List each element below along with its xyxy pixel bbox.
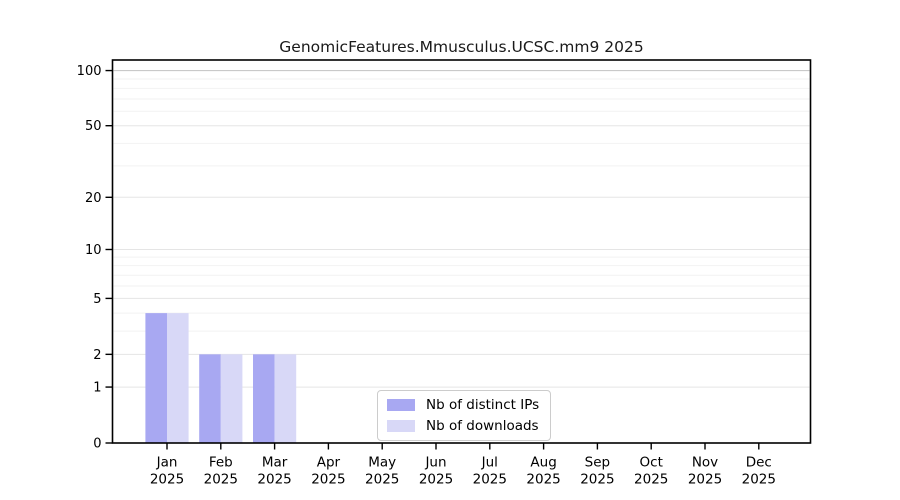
x-tick-label-year: 2025	[365, 472, 399, 488]
bar-downloads	[167, 313, 189, 443]
bar-distinct-ips	[199, 354, 221, 443]
bar-distinct-ips	[253, 354, 275, 443]
x-tick-label-year: 2025	[526, 472, 560, 488]
x-tick-label-month: Apr	[317, 455, 341, 471]
x-tick-label-month: Mar	[262, 455, 288, 471]
x-tick-label-year: 2025	[634, 472, 668, 488]
y-tick-label: 5	[93, 292, 101, 307]
x-tick-label-month: Nov	[692, 455, 718, 471]
y-tick-label: 20	[85, 191, 102, 206]
legend-swatch-downloads	[387, 420, 415, 432]
x-tick-label-year: 2025	[419, 472, 453, 488]
bar-downloads	[274, 354, 297, 443]
y-tick-label: 2	[93, 348, 101, 363]
y-tick-label: 1	[93, 381, 101, 396]
y-tick-label: 100	[77, 64, 102, 79]
x-tick-label-month: Feb	[209, 455, 233, 471]
x-tick-label-year: 2025	[742, 472, 776, 488]
bar-distinct-ips	[145, 313, 167, 443]
x-tick-label-year: 2025	[580, 472, 614, 488]
chart-title: GenomicFeatures.Mmusculus.UCSC.mm9 2025	[279, 38, 644, 56]
x-tick-label-month: Aug	[530, 455, 556, 471]
x-tick-label-month: Jun	[424, 455, 446, 471]
x-tick-label-month: Dec	[746, 455, 772, 471]
legend-label-downloads: Nb of downloads	[426, 418, 539, 434]
legend-label-distinct-ips: Nb of distinct IPs	[426, 397, 540, 413]
x-tick-label-year: 2025	[257, 472, 291, 488]
x-tick-label-month: Sep	[585, 455, 610, 471]
x-tick-label-year: 2025	[311, 472, 345, 488]
x-tick-label-year: 2025	[688, 472, 722, 488]
x-tick-label-month: Oct	[640, 455, 663, 471]
x-tick-label-month: Jul	[481, 455, 498, 471]
x-tick-label-month: Jan	[156, 455, 178, 471]
legend-swatch-distinct-ips	[387, 399, 415, 411]
axis-frame	[111, 59, 812, 444]
legend-item-distinct-ips: Nb of distinct IPs	[387, 397, 539, 413]
x-tick-label-year: 2025	[204, 472, 238, 488]
x-tick-label-month: May	[368, 455, 396, 471]
legend: Nb of distinct IPs Nb of downloads	[377, 390, 552, 441]
bar-downloads	[220, 354, 243, 443]
x-tick-label-year: 2025	[150, 472, 184, 488]
y-tick-label: 50	[85, 119, 102, 134]
y-tick-label: 0	[93, 437, 101, 452]
y-tick-label: 10	[85, 243, 102, 258]
legend-item-downloads: Nb of downloads	[387, 418, 539, 434]
x-tick-label-year: 2025	[473, 472, 507, 488]
